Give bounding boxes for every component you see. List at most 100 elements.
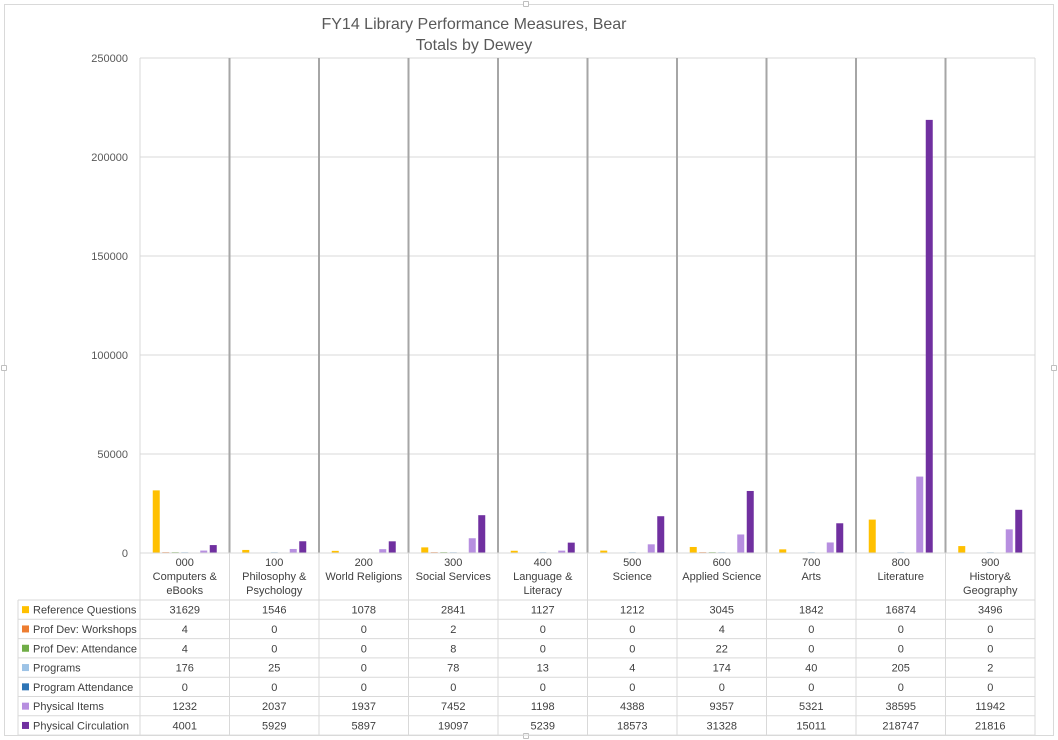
category-label: 200 (355, 557, 373, 569)
category-label: Social Services (416, 571, 492, 583)
data-value: 205 (892, 663, 910, 675)
bar (209, 545, 217, 553)
data-value: 4 (182, 643, 188, 655)
category-label: Philosophy & (242, 571, 307, 583)
resize-handle-right[interactable] (1051, 365, 1057, 371)
data-value: 1232 (173, 701, 197, 713)
data-value: 1212 (620, 605, 644, 617)
data-value: 4001 (173, 720, 197, 732)
data-value: 0 (361, 682, 367, 694)
data-value: 3045 (710, 605, 734, 617)
category-label: Geography (963, 585, 1018, 597)
bar (331, 550, 339, 553)
bar (510, 550, 518, 553)
data-value: 0 (629, 643, 635, 655)
series-name: Reference Questions (33, 605, 137, 617)
category-label: 900 (981, 557, 999, 569)
data-value: 0 (361, 663, 367, 675)
bar (468, 538, 476, 553)
series-name: Physical Items (33, 701, 104, 713)
data-value: 2037 (262, 701, 286, 713)
category-label: Psychology (246, 585, 303, 597)
data-value: 25 (268, 663, 280, 675)
data-value: 0 (361, 624, 367, 636)
category-label: Science (613, 571, 652, 583)
bar (200, 550, 208, 553)
data-value: 0 (540, 643, 546, 655)
bar (836, 523, 844, 553)
data-value: 5929 (262, 720, 286, 732)
data-value: 40 (805, 663, 817, 675)
series-name: Physical Circulation (33, 720, 129, 732)
category-label: 400 (534, 557, 552, 569)
data-value: 0 (808, 682, 814, 694)
bar (689, 546, 697, 553)
category-label: 000 (176, 557, 194, 569)
bar (958, 546, 966, 553)
resize-handle-top[interactable] (523, 1, 529, 7)
data-value: 8 (450, 643, 456, 655)
bar (289, 548, 297, 553)
category-label: 100 (265, 557, 283, 569)
category-label: 800 (892, 557, 910, 569)
bar (421, 547, 429, 553)
category-label: History& (969, 571, 1011, 583)
bar (152, 490, 160, 553)
chart-title-line-2: Totals by Dewey (415, 37, 533, 54)
legend-key (22, 606, 29, 614)
chart-title: FY14 Library Performance Measures, Bear … (0, 14, 948, 56)
data-value: 4388 (620, 701, 644, 713)
bar (737, 534, 745, 553)
data-value: 5321 (799, 701, 823, 713)
data-value: 0 (987, 624, 993, 636)
data-value: 4 (719, 624, 725, 636)
data-value: 21816 (975, 720, 1006, 732)
data-value: 0 (719, 682, 725, 694)
bar (1005, 529, 1013, 553)
legend-key (22, 702, 29, 710)
data-value: 1198 (531, 701, 555, 713)
bar (916, 476, 924, 553)
y-tick-label: 200000 (91, 152, 128, 164)
bar (379, 549, 387, 553)
data-value: 7452 (441, 701, 465, 713)
resize-handle-bottom[interactable] (523, 733, 529, 739)
data-value: 0 (808, 643, 814, 655)
legend-key (22, 664, 29, 672)
data-value: 0 (629, 624, 635, 636)
resize-handle-left[interactable] (1, 365, 7, 371)
y-tick-label: 0 (122, 548, 128, 560)
data-value: 18573 (617, 720, 648, 732)
data-value: 1937 (352, 701, 376, 713)
data-value: 9357 (710, 701, 734, 713)
bar (647, 544, 655, 553)
data-value: 0 (361, 643, 367, 655)
data-value: 0 (808, 624, 814, 636)
data-value: 5897 (352, 720, 376, 732)
bar (567, 542, 575, 553)
data-value: 4 (182, 624, 188, 636)
data-value: 16874 (885, 605, 916, 617)
category-label: Arts (801, 571, 821, 583)
category-label: 500 (623, 557, 641, 569)
bar (299, 541, 307, 553)
data-value: 2 (987, 663, 993, 675)
bar (478, 515, 486, 553)
legend-key (22, 721, 29, 729)
data-value: 0 (987, 643, 993, 655)
data-value: 1842 (799, 605, 823, 617)
data-value: 0 (271, 624, 277, 636)
data-value: 0 (540, 682, 546, 694)
data-value: 1078 (352, 605, 376, 617)
data-value: 0 (182, 682, 188, 694)
bar (826, 542, 834, 553)
category-label: Computers & (153, 571, 218, 583)
data-value: 22 (716, 643, 728, 655)
category-label: 700 (802, 557, 820, 569)
series-name: Prof Dev: Workshops (33, 624, 137, 636)
data-value: 15011 (796, 720, 826, 732)
y-tick-label: 50000 (97, 449, 128, 461)
category-label: World Religions (325, 571, 402, 583)
y-tick-label: 150000 (91, 251, 128, 263)
